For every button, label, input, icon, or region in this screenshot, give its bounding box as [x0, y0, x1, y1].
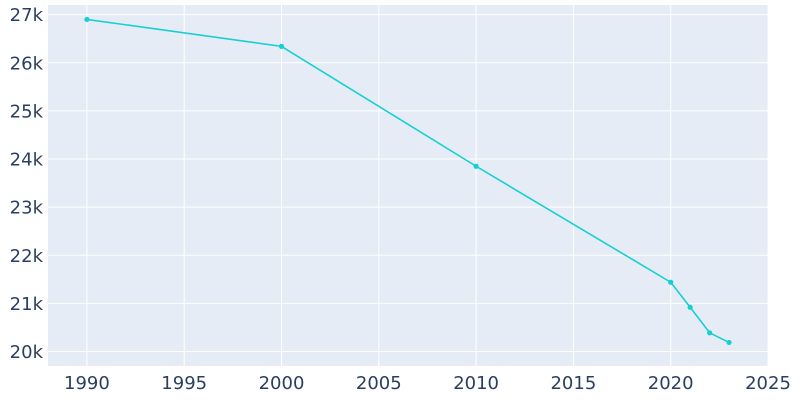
x-tick-label: 2015 [550, 373, 596, 394]
x-tick-label: 2005 [356, 373, 402, 394]
data-point [726, 339, 732, 346]
y-tick-label: 25k [10, 101, 44, 122]
grid-lines [48, 5, 769, 366]
y-tick-label: 21k [10, 294, 44, 315]
data-point [473, 163, 479, 169]
x-tick-label: 2000 [259, 373, 305, 394]
data-point [278, 43, 285, 49]
y-tick-label: 20k [10, 342, 44, 363]
y-tick-label: 23k [10, 198, 44, 219]
data-point [687, 304, 693, 310]
y-tick-label: 24k [10, 150, 44, 171]
plot-area [48, 5, 768, 366]
series-layer [84, 16, 732, 346]
x-tick-label: 1990 [64, 373, 110, 394]
y-tick-label: 22k [10, 246, 44, 267]
x-tick-label: 2020 [648, 373, 694, 394]
y-tick-label: 27k [10, 5, 44, 26]
data-point [668, 279, 674, 285]
y-axis-tick-labels: 20k 21k 22k 23k 24k 25k 26k 27k [10, 5, 44, 363]
x-tick-label: 2025 [745, 373, 791, 394]
x-tick-label: 2010 [453, 373, 499, 394]
x-axis-tick-labels: 1990 1995 2000 2005 2010 2015 2020 2025 [64, 373, 791, 394]
y-tick-label: 26k [10, 53, 44, 74]
data-point [707, 330, 713, 336]
data-point [84, 16, 90, 23]
x-tick-label: 1995 [161, 373, 207, 394]
